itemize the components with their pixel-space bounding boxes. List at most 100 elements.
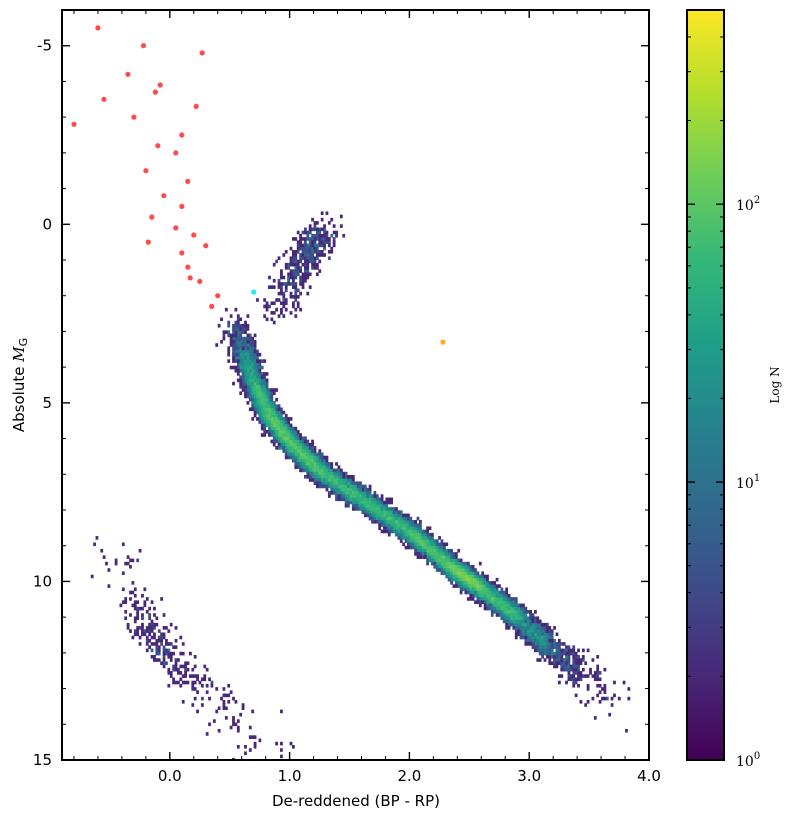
heatmap-cell	[454, 565, 458, 569]
heatmap-cell	[514, 600, 518, 604]
heatmap-cell	[452, 565, 456, 569]
heatmap-cell	[315, 272, 319, 277]
heatmap-cell	[440, 555, 444, 559]
heatmap-cell	[320, 211, 324, 216]
heatmap-cell	[203, 674, 207, 678]
heatmap-cell	[239, 368, 243, 373]
heatmap-cell	[215, 687, 219, 691]
heatmap-cell	[363, 507, 367, 511]
heatmap-cell	[260, 375, 264, 379]
heatmap-cell	[483, 584, 487, 588]
heatmap-cell	[478, 587, 482, 592]
heatmap-cell	[325, 465, 329, 469]
heatmap-cell	[378, 516, 382, 521]
heatmap-cell	[409, 523, 413, 527]
heatmap-cell	[217, 728, 221, 733]
heatmap-cell	[481, 597, 485, 601]
heatmap-cell	[253, 404, 257, 408]
heatmap-cell	[236, 368, 240, 373]
heatmap-cell	[363, 510, 367, 514]
heatmap-cell	[344, 484, 348, 489]
heatmap-cell	[495, 597, 499, 601]
heatmap-cell	[229, 340, 233, 344]
heatmap-cell	[337, 497, 341, 502]
heatmap-cell	[426, 561, 429, 566]
heatmap-cell	[493, 584, 497, 588]
heatmap-cell	[172, 664, 176, 669]
heatmap-cell	[165, 651, 168, 656]
heatmap-cell	[553, 642, 556, 646]
heatmap-cell	[399, 523, 403, 527]
heatmap-cell	[459, 571, 463, 576]
heatmap-cell	[318, 449, 322, 453]
heatmap-cell	[541, 651, 544, 656]
heatmap-cell	[313, 481, 317, 486]
heatmap-cell	[315, 253, 319, 257]
heatmap-cell	[150, 655, 154, 659]
heatmap-cell	[136, 629, 140, 633]
heatmap-cell	[407, 545, 410, 550]
heatmap-cell	[327, 256, 331, 261]
heatmap-cell	[284, 439, 288, 444]
heatmap-cell	[306, 449, 310, 453]
heatmap-cell	[126, 561, 130, 566]
heatmap-cell	[466, 577, 470, 582]
heatmap-cell	[277, 278, 281, 283]
heatmap-cell	[287, 417, 291, 421]
heatmap-cell	[335, 233, 338, 238]
heatmap-cell	[299, 233, 302, 238]
heatmap-cell	[572, 655, 576, 659]
heatmap-cell	[220, 696, 223, 701]
heatmap-cell	[227, 346, 231, 351]
heatmap-cell	[488, 600, 492, 604]
heatmap-cell	[277, 436, 281, 441]
heatmap-cell	[457, 561, 461, 566]
heatmap-cell	[301, 282, 305, 286]
heatmap-cell	[263, 378, 267, 383]
heatmap-cell	[169, 655, 173, 659]
heatmap-cell	[320, 468, 324, 473]
heatmap-cell	[337, 491, 341, 495]
heatmap-cell	[529, 622, 532, 627]
heatmap-cell	[124, 561, 128, 566]
heatmap-cell	[543, 635, 547, 640]
heatmap-cell	[155, 638, 159, 643]
heatmap-cell	[265, 381, 269, 386]
heatmap-cell	[270, 388, 274, 392]
heatmap-cell	[179, 683, 183, 688]
heatmap-cell	[296, 439, 300, 444]
heatmap-cell	[306, 272, 310, 277]
heatmap-cell	[325, 458, 329, 463]
heatmap-cell	[383, 507, 386, 511]
heatmap-cell	[359, 497, 362, 502]
heatmap-cell	[248, 336, 252, 341]
heatmap-cell	[236, 333, 240, 338]
heatmap-cell	[210, 683, 214, 688]
heatmap-cell	[495, 593, 499, 598]
heatmap-cell	[260, 372, 264, 376]
x-axis-ticks: 0.0 1.0 2.0 3.0 4.0	[73, 10, 661, 785]
heatmap-cell	[244, 751, 247, 756]
heatmap-cell	[268, 407, 271, 412]
heatmap-cell	[299, 439, 302, 444]
heatmap-cell	[414, 552, 417, 556]
heatmap-cell	[253, 391, 257, 396]
heatmap-cell	[145, 626, 149, 630]
heatmap-cell	[536, 632, 540, 637]
heatmap-cell	[481, 587, 485, 592]
heatmap-cell	[193, 687, 197, 691]
heatmap-cell	[193, 696, 197, 701]
heatmap-cell	[354, 481, 358, 486]
heatmap-cell	[335, 484, 338, 489]
heatmap-cell	[280, 413, 283, 418]
heatmap-cell	[289, 282, 293, 286]
heatmap-cell	[311, 246, 314, 251]
orange-star-point	[440, 339, 446, 345]
heatmap-cell	[129, 590, 132, 595]
heatmap-cell	[143, 603, 147, 608]
heatmap-cell	[426, 526, 429, 531]
heatmap-cell	[351, 500, 355, 505]
heatmap-cell	[371, 516, 374, 521]
heatmap-cell	[569, 667, 573, 672]
heatmap-cell	[349, 478, 353, 482]
